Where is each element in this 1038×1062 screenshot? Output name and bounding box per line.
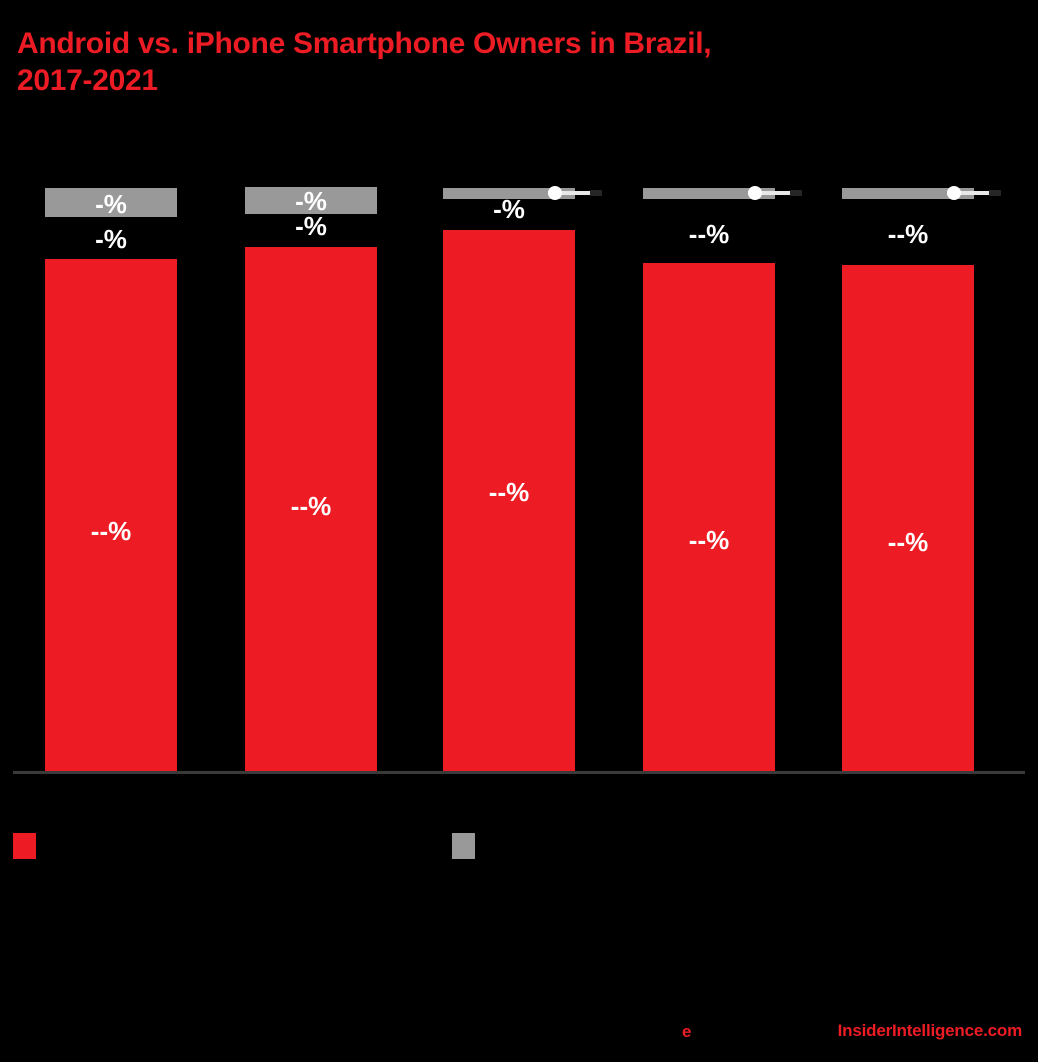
handle-track-5 xyxy=(947,191,993,195)
footer-mark: e xyxy=(682,1022,692,1041)
legend-swatch-secondary xyxy=(452,833,475,859)
page-title-line-1: Android vs. iPhone Smartphone Owners in … xyxy=(17,27,712,60)
bar-group-5[interactable]: --% --% xyxy=(842,0,1001,790)
footer-brand[interactable]: InsiderIntelligence.com xyxy=(837,1021,1023,1040)
handle-dot-5 xyxy=(947,186,961,200)
x-axis-line xyxy=(13,771,1025,774)
handle-track-4 xyxy=(748,191,794,195)
slider-handle-icon-5[interactable] xyxy=(947,186,1003,200)
primary-bar-2[interactable] xyxy=(245,247,377,771)
secondary-bar-3[interactable] xyxy=(443,188,575,199)
bar-group-4[interactable]: --% --% xyxy=(643,0,802,790)
primary-bar-value-label-3: --% xyxy=(488,477,530,507)
bar-group-3[interactable]: -% --% xyxy=(443,0,602,790)
slider-handle-icon-4[interactable] xyxy=(748,186,804,200)
handle-dot-4 xyxy=(748,186,762,200)
primary-bar-top-label-4: --% xyxy=(688,219,730,249)
secondary-bar-label-1: -% xyxy=(95,189,127,219)
primary-bar-value-label-1: --% xyxy=(90,516,132,546)
secondary-bar-2[interactable] xyxy=(245,187,377,214)
handle-tail-4 xyxy=(790,190,802,196)
chart-legend xyxy=(0,833,1038,873)
primary-bar-value-label-2: --% xyxy=(290,491,332,521)
primary-bar-5[interactable] xyxy=(842,265,974,771)
primary-bar-top-label-1: -% xyxy=(95,224,127,254)
primary-bar-4[interactable] xyxy=(643,263,775,771)
handle-tail-3 xyxy=(590,190,602,196)
legend-item-secondary[interactable] xyxy=(452,833,485,859)
primary-bar-value-label-4: --% xyxy=(688,525,730,555)
page-title: Android vs. iPhone Smartphone Owners in … xyxy=(17,26,1007,99)
secondary-bar-5[interactable] xyxy=(842,188,974,199)
primary-bar-1[interactable] xyxy=(45,259,177,771)
primary-bar-top-label-2: -% xyxy=(295,211,327,241)
legend-swatch-primary xyxy=(13,833,36,859)
primary-bar-3[interactable] xyxy=(443,230,575,771)
slider-handle-icon-3[interactable] xyxy=(548,186,604,200)
handle-track-3 xyxy=(548,191,594,195)
page-title-line-2: 2017-2021 xyxy=(17,63,158,97)
primary-bar-top-label-5: --% xyxy=(887,219,929,249)
handle-tail-5 xyxy=(989,190,1001,196)
primary-bar-value-label-5: --% xyxy=(887,527,929,557)
primary-bar-top-label-3: -% xyxy=(493,194,525,224)
secondary-bar-4[interactable] xyxy=(643,188,775,199)
handle-dot-3 xyxy=(548,186,562,200)
chart-plot-area: -% -% --% -% -% --% -% --% --% xyxy=(13,0,1025,790)
bar-group-1[interactable]: -% -% --% xyxy=(45,0,177,790)
secondary-bar-1[interactable] xyxy=(45,188,177,217)
secondary-bar-label-2: -% xyxy=(295,186,327,216)
bar-group-2[interactable]: -% -% --% xyxy=(245,0,377,790)
legend-item-primary[interactable] xyxy=(13,833,46,859)
